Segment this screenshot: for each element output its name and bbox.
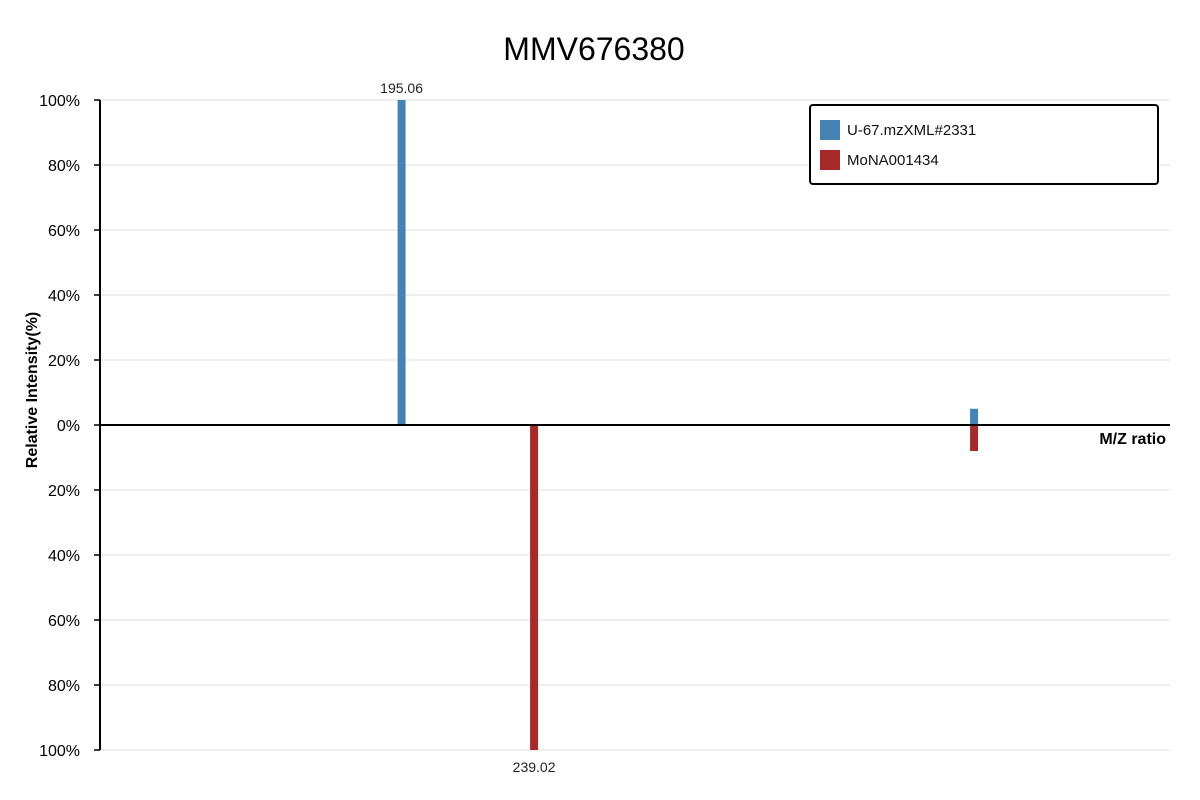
y-tick-label: 0%: [57, 418, 80, 435]
y-tick-label: 20%: [48, 483, 80, 500]
y-tick-label: 60%: [48, 613, 80, 630]
chart-title: MMV676380: [503, 31, 684, 67]
y-axis-title: Relative Intensity(%): [24, 312, 41, 468]
peak-label: 195.06: [380, 80, 423, 96]
y-tick-label: 80%: [48, 678, 80, 695]
peak-bar-series-1: [970, 408, 979, 425]
peak-label: 239.02: [513, 759, 556, 775]
legend-label-series-2: MoNA001434: [847, 152, 939, 169]
y-tick-label: 60%: [48, 223, 80, 240]
legend-box: [809, 104, 1159, 185]
peak-bar-series-2: [970, 425, 979, 451]
y-tick-labels: 100% 80% 60% 40% 20% 0% 20% 40% 60% 80% 100%: [39, 93, 80, 760]
y-tick-label: 40%: [48, 288, 80, 305]
legend: U-67.mzXML#2331 MoNA001434: [809, 104, 1159, 185]
y-tick-label: 80%: [48, 158, 80, 175]
legend-swatch-series-1: [820, 120, 840, 140]
y-tick-label: 100%: [39, 93, 80, 110]
y-tick-label: 40%: [48, 548, 80, 565]
peak-labels: 195.06 239.02: [380, 80, 556, 775]
peak-bar-series-2: [530, 425, 539, 750]
y-tick-label: 100%: [39, 743, 80, 760]
legend-swatch-series-2: [820, 150, 840, 170]
peak-bar-series-1: [397, 100, 406, 425]
peaks: [397, 100, 979, 750]
y-tick-label: 20%: [48, 353, 80, 370]
legend-label-series-1: U-67.mzXML#2331: [847, 122, 976, 139]
x-axis-title: M/Z ratio: [1099, 431, 1166, 448]
